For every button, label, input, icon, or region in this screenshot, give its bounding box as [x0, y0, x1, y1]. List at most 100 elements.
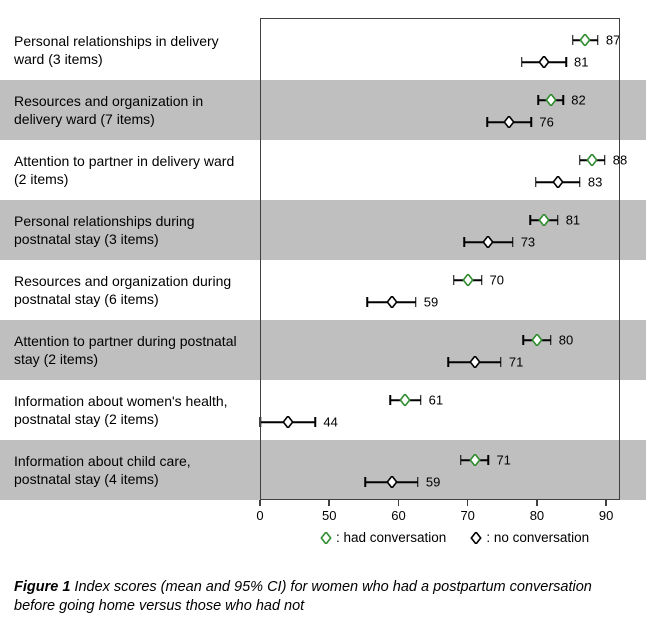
ci-cap: [448, 357, 450, 367]
x-tick: [605, 500, 607, 506]
figure-caption: Figure 1 Index scores (mean and 95% CI) …: [14, 578, 632, 616]
x-tick-label: 0: [256, 508, 263, 523]
ci-cap: [453, 275, 455, 285]
row-label: Personal relationships during postnatal …: [14, 212, 244, 248]
x-tick-label: 70: [460, 508, 474, 523]
value-label: 59: [424, 295, 438, 310]
x-tick-label: 80: [530, 508, 544, 523]
ci-cap: [500, 357, 502, 367]
ci-cap: [259, 417, 261, 427]
ci-cap: [364, 477, 366, 487]
ci-cap: [522, 335, 524, 345]
value-label: 76: [539, 115, 553, 130]
chart-row: Attention to partner in delivery ward (2…: [0, 140, 646, 200]
x-tick: [467, 500, 469, 506]
ci-cap: [604, 155, 606, 165]
ci-cap: [529, 215, 531, 225]
row-label: Resources and organization in delivery w…: [14, 92, 244, 128]
chart-row: Personal relationships in delivery ward …: [0, 20, 646, 80]
value-label: 87: [606, 33, 620, 48]
value-label: 80: [559, 333, 573, 348]
ci-cap: [531, 117, 533, 127]
ci-cap: [417, 477, 419, 487]
row-label: Resources and organization during postna…: [14, 272, 244, 308]
row-label: Attention to partner in delivery ward (2…: [14, 152, 244, 188]
ci-cap: [415, 297, 417, 307]
legend-had: : had conversation: [320, 530, 446, 545]
ci-cap: [562, 95, 564, 105]
had-marker: [579, 34, 591, 46]
value-label: 61: [429, 393, 443, 408]
ci-cap: [579, 177, 581, 187]
ci-cap: [512, 237, 514, 247]
ci-cap: [550, 335, 552, 345]
had-marker: [538, 214, 550, 226]
ci-cap: [572, 35, 574, 45]
chart-row: Resources and organization during postna…: [0, 260, 646, 320]
ci-cap: [420, 395, 422, 405]
had-marker: [399, 394, 411, 406]
ci-cap: [486, 117, 488, 127]
value-label: 44: [323, 415, 337, 430]
ci-cap: [481, 275, 483, 285]
had-marker: [586, 154, 598, 166]
chart-area: Personal relationships in delivery ward …: [0, 0, 646, 546]
figure-container: Personal relationships in delivery ward …: [0, 0, 646, 626]
had-marker: [462, 274, 474, 286]
ci-cap: [367, 297, 369, 307]
value-label: 82: [571, 93, 585, 108]
ci-cap: [597, 35, 599, 45]
value-label: 81: [566, 213, 580, 228]
no-marker: [386, 476, 398, 488]
x-tick: [536, 500, 538, 506]
chart-row: Attention to partner during postnatal st…: [0, 320, 646, 380]
legend-no-label: : no conversation: [486, 530, 589, 545]
no-marker: [503, 116, 515, 128]
x-tick: [398, 500, 400, 506]
value-label: 73: [521, 235, 535, 250]
chart-row: Information about women's health, postna…: [0, 380, 646, 440]
x-tick: [328, 500, 330, 506]
legend-had-label: : had conversation: [336, 530, 446, 545]
value-label: 83: [588, 175, 602, 190]
legend: : had conversation : no conversation: [320, 530, 613, 547]
ci-cap: [579, 155, 581, 165]
had-marker: [469, 454, 481, 466]
value-label: 71: [509, 355, 523, 370]
row-label: Personal relationships in delivery ward …: [14, 32, 244, 68]
value-label: 81: [574, 55, 588, 70]
value-label: 71: [496, 453, 510, 468]
no-marker: [482, 236, 494, 248]
ci-cap: [389, 395, 391, 405]
ci-cap: [463, 237, 465, 247]
x-tick-label: 60: [391, 508, 405, 523]
ci-cap: [535, 177, 537, 187]
row-label: Attention to partner during postnatal st…: [14, 332, 244, 368]
caption-bold: Figure 1: [14, 579, 70, 595]
chart-row: Resources and organization in delivery w…: [0, 80, 646, 140]
chart-row: Personal relationships during postnatal …: [0, 200, 646, 260]
chart-row: Information about child care, postnatal …: [0, 440, 646, 500]
no-marker: [282, 416, 294, 428]
ci-cap: [565, 57, 567, 67]
value-label: 59: [426, 475, 440, 490]
x-tick-label: 90: [599, 508, 613, 523]
x-tick: [259, 500, 261, 506]
no-marker: [552, 176, 564, 188]
had-marker: [531, 334, 543, 346]
no-marker: [469, 356, 481, 368]
value-label: 88: [613, 153, 627, 168]
had-marker: [545, 94, 557, 106]
ci-cap: [557, 215, 559, 225]
row-label: Information about child care, postnatal …: [14, 452, 244, 488]
no-marker: [386, 296, 398, 308]
ci-cap: [315, 417, 317, 427]
x-tick-label: 50: [322, 508, 336, 523]
ci-cap: [538, 95, 540, 105]
caption-rest: Index scores (mean and 95% CI) for women…: [14, 579, 592, 614]
legend-no: : no conversation: [470, 530, 589, 545]
ci-cap: [488, 455, 490, 465]
ci-cap: [460, 455, 462, 465]
value-label: 70: [490, 273, 504, 288]
no-marker: [538, 56, 550, 68]
